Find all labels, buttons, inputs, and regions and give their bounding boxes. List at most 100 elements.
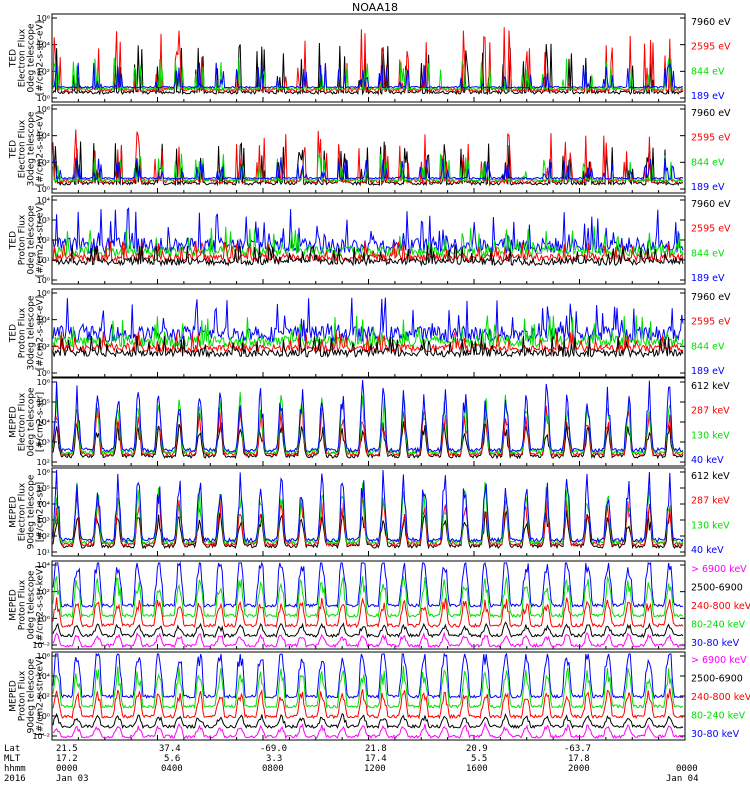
y-axis-label-line: Proton Flux	[18, 307, 28, 358]
series-trace	[52, 297, 684, 344]
y-tick-label: 10²	[37, 532, 50, 541]
mlt-3: 17.4	[365, 754, 387, 764]
y-tick-label: 10⁶	[37, 468, 50, 477]
y-tick-label: 10⁴	[37, 41, 50, 50]
y-axis-label-line: [#/cm2-s-str-eV]	[36, 203, 46, 278]
y-axis-label-line: 90deg telescope	[27, 474, 37, 549]
y-tick-label: 10⁴	[37, 561, 50, 570]
hhmm-1: 0400	[161, 764, 183, 774]
series-trace	[52, 621, 684, 639]
series-trace	[52, 631, 684, 649]
y-axis-label-line: TED	[9, 231, 19, 250]
legend-entry: 2595 eV	[691, 133, 731, 144]
y-axis-label-line: Proton Flux	[18, 214, 28, 265]
y-axis-label-line: [#/cm2-s-str]	[36, 392, 46, 452]
hhmm-2: 0800	[262, 764, 284, 774]
legend-entry: 2595 eV	[691, 224, 731, 235]
y-tick-label: 10⁴	[37, 500, 50, 509]
mlt-4: 5.5	[471, 754, 488, 764]
y-axis-label-line: MEPED	[9, 589, 19, 621]
series-trace	[52, 62, 684, 90]
legend-entry: 240-800 keV	[691, 601, 750, 612]
hhmm-0: 0000	[56, 764, 78, 774]
y-tick-label: 10²	[37, 588, 50, 597]
series-trace	[52, 665, 684, 710]
row-label-lat: Lat	[4, 744, 21, 754]
series-trace	[52, 27, 684, 94]
y-tick-label: 10⁶	[37, 652, 50, 661]
legend-entry: 2595 eV	[691, 42, 731, 53]
legend-entry: 287 keV	[691, 406, 730, 417]
y-axis-label-line: Electron Flux	[18, 482, 28, 541]
x-axis-annotation: Lat MLT hhmm 2016 21.5 17.2 0000 Jan 03 …	[4, 744, 746, 800]
hhmm-3: 1200	[364, 764, 386, 774]
legend-entry: 40 keV	[691, 545, 724, 556]
mlt-0: 17.2	[56, 754, 78, 764]
legend-entry: > 6900 keV	[691, 564, 747, 575]
y-tick-label: 10²	[37, 67, 50, 76]
series-trace	[52, 597, 684, 629]
y-tick-label: 10²	[37, 236, 50, 245]
mlt-2: 3.3	[266, 754, 283, 764]
y-tick-label: 10²	[37, 342, 50, 351]
y-tick-label: 10²	[37, 158, 50, 167]
panel-frame	[51, 195, 686, 285]
y-axis-label-line: [#/cm2-s-str-eV]	[36, 112, 46, 187]
legend-entry: 2500-6900	[691, 583, 743, 594]
y-axis-label-line: 0deg telescope	[27, 205, 37, 275]
row-label-year: 2016	[4, 774, 26, 784]
y-axis-label-line: Proton Flux	[18, 579, 28, 630]
y-axis-label-line: 0deg telescope	[27, 23, 37, 93]
y-axis-label-line: [#/cm2-s-str-keV]	[36, 565, 46, 644]
y-tick-label: 10⁰	[37, 185, 50, 194]
y-tick-label: 10³	[37, 516, 50, 525]
hhmm-4: 1600	[466, 764, 488, 774]
series-trace	[52, 496, 684, 548]
y-tick-label: 10⁶	[37, 105, 50, 114]
series-trace	[52, 156, 684, 181]
legend-entry: 844 eV	[691, 248, 725, 259]
y-axis-label-line: Electron Flux	[18, 392, 28, 451]
y-axis-label: MEPEDElectron Flux0deg telescope[#/cm2-s…	[9, 387, 46, 457]
y-axis-label-line: TED	[9, 49, 19, 68]
y-tick-label: 10⁴	[37, 418, 50, 427]
mlt-1: 5.6	[164, 754, 181, 764]
lat-5: -63.7	[564, 744, 592, 754]
y-axis-label-line: MEPED	[9, 680, 19, 712]
y-tick-label: 10⁴	[37, 672, 50, 681]
y-axis-label-line: MEPED	[9, 496, 19, 528]
y-tick-label: 10⁴	[37, 316, 50, 325]
legend-entry: 80-240 keV	[691, 711, 746, 722]
y-tick-label: 10⁴	[37, 132, 50, 141]
legend-entry: 7960 eV	[691, 292, 731, 303]
y-axis-label-line: 30deg telescope	[27, 295, 37, 370]
y-axis-label: MEPEDProton Flux0deg telescope[#/cm2-s-s…	[9, 565, 46, 644]
hhmm-6: 0000	[676, 764, 698, 774]
y-axis-label-line: Electron Flux	[18, 28, 28, 87]
y-axis-label: TEDElectron Flux0deg telescope[#/cm2-s-s…	[9, 21, 46, 96]
y-tick-label: 10³	[37, 438, 50, 447]
legend-entry: 2500-6900	[691, 674, 743, 685]
lat-0: 21.5	[56, 744, 78, 754]
y-axis-label-line: [#/cm2-s-str-keV]	[36, 656, 46, 735]
series-trace	[52, 561, 684, 609]
series-trace	[52, 721, 684, 740]
y-axis-label-line: 30deg telescope	[27, 111, 37, 186]
date-6: Jan 04	[666, 774, 699, 784]
y-tick-label: 10⁶	[37, 14, 50, 23]
legend-entry: 7960 eV	[691, 199, 731, 210]
series-trace	[52, 153, 684, 183]
series-trace	[52, 244, 684, 267]
y-axis-label-line: 90deg telescope	[27, 658, 37, 733]
series-trace	[52, 510, 684, 550]
legend-entry: 844 eV	[691, 157, 725, 168]
y-tick-label: 10¹	[37, 256, 50, 265]
y-axis-label-line: [#/cm2-s-str-eV]	[36, 296, 46, 371]
y-tick-label: 10⁻²	[32, 641, 50, 650]
y-axis-label: TEDElectron Flux30deg telescope[#/cm2-s-…	[9, 111, 46, 186]
